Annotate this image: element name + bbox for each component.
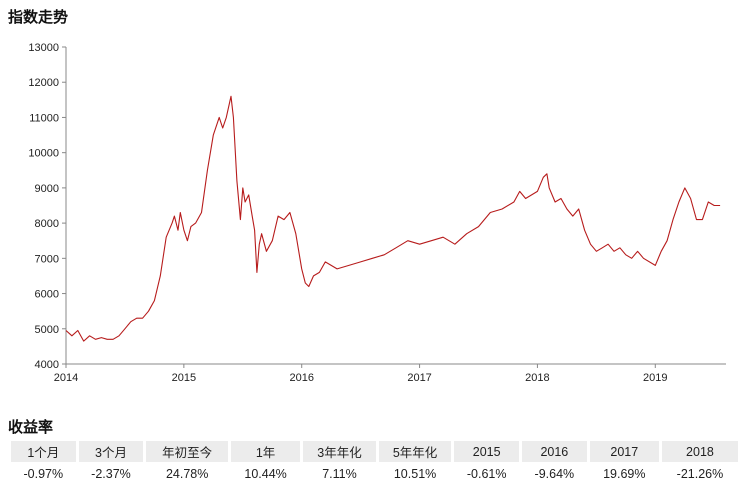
x-tick-label: 2018 [525, 372, 549, 384]
returns-header-row: 1个月 3个月 年初至今 1年 3年年化 5年年化 2015 2016 2017 2018 [11, 441, 738, 462]
y-tick-label: 13000 [28, 42, 59, 54]
x-tick-label: 2015 [172, 372, 196, 384]
y-tick-label: 4000 [35, 359, 59, 371]
plot-area [65, 95, 721, 342]
y-tick-label: 9000 [35, 183, 59, 195]
y-tick-label: 7000 [35, 253, 59, 265]
returns-value-cell: -0.61% [466, 466, 507, 481]
returns-header-cell: 1个月 [11, 441, 76, 462]
returns-value-row: -0.97% -2.37% 24.78% 10.44% 7.11% 10.51% -0.61… [11, 463, 738, 484]
returns-table: 1个月 3个月 年初至今 1年 3年年化 5年年化 2015 2016 2017 2018 -0.… [8, 440, 741, 485]
returns-value-cell: 7.11% [322, 466, 357, 481]
returns-value-cell: 19.69% [603, 466, 646, 481]
returns-title: 收益率 [8, 418, 54, 436]
series-line [65, 95, 721, 342]
y-tick-label: 10000 [28, 148, 59, 160]
axes [65, 47, 726, 365]
returns-value-cell: 10.51% [393, 466, 437, 481]
y-tick-label: 11000 [29, 112, 59, 124]
y-axis-ticks: 4000 5000 6000 7000 8000 9000 10000 11000 12000 1… [28, 42, 66, 371]
x-tick-label: 2019 [643, 372, 667, 384]
returns-header-cell: 2018 [661, 441, 738, 462]
returns-header-cell: 2015 [454, 441, 520, 462]
returns-value-cell: -21.26% [676, 466, 724, 481]
returns-header-cell: 5年年化 [378, 441, 452, 462]
chart-title: 指数走势 [8, 8, 69, 26]
x-tick-label: 2016 [289, 372, 313, 384]
returns-header-cell: 2017 [589, 441, 659, 462]
y-tick-label: 6000 [35, 289, 59, 301]
y-tick-label: 8000 [35, 218, 59, 230]
returns-header-cell: 3个月 [78, 441, 144, 462]
x-tick-label: 2017 [407, 372, 431, 384]
y-tick-label: 12000 [28, 77, 59, 89]
returns-header-cell: 年初至今 [146, 441, 228, 462]
returns-header-cell: 1年 [230, 441, 301, 462]
returns-value-cell: 24.78% [165, 466, 209, 481]
returns-header-cell: 2016 [522, 441, 587, 462]
returns-value-cell: -2.37% [91, 466, 131, 481]
x-axis-ticks: 2014 2015 2016 2017 2018 2019 [54, 364, 668, 384]
returns-value-cell: 10.44% [244, 466, 287, 481]
returns-header-cell: 3年年化 [303, 441, 376, 462]
y-tick-label: 5000 [35, 324, 59, 336]
x-tick-label: 2014 [54, 372, 78, 384]
returns-value-cell: -0.97% [23, 466, 64, 481]
index-trend-chart: 4000 5000 6000 7000 8000 9000 10000 11000 12000 1… [28, 42, 726, 384]
returns-value-cell: -9.64% [534, 466, 575, 481]
